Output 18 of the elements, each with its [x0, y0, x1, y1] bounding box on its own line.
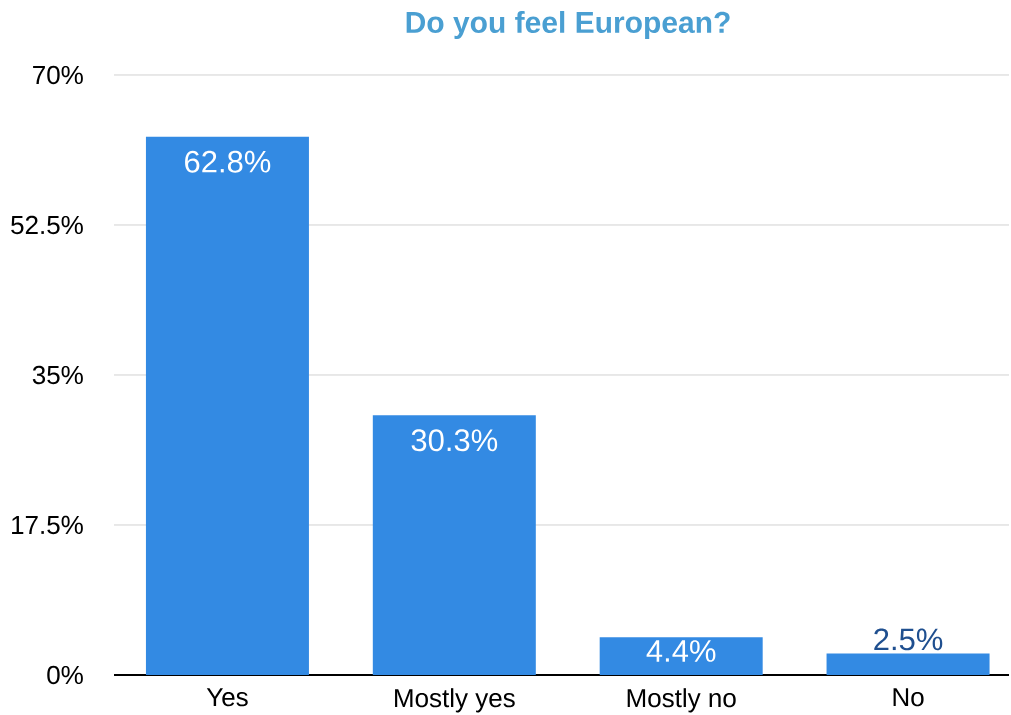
y-tick-label: 52.5%: [11, 215, 83, 235]
data-label: 30.3%: [411, 429, 498, 452]
data-label: 62.8%: [185, 150, 271, 173]
x-tick-label: Mostly no: [627, 688, 736, 713]
x-tick-label: No: [893, 688, 924, 707]
bar: [372, 415, 536, 675]
x-tick-label: Yes: [206, 688, 248, 707]
data-label: 4.4%: [646, 640, 716, 662]
x-tick-label: Mostly yes: [395, 688, 515, 713]
bar: [826, 653, 990, 675]
y-tick-label: 70%: [33, 65, 83, 85]
bar: [145, 136, 309, 675]
chart-title: Do you feel European?: [406, 11, 730, 39]
y-tick-label: 0%: [47, 665, 83, 685]
y-tick-label: 35%: [32, 365, 83, 385]
data-label: 2.5%: [874, 628, 943, 651]
y-tick-label: 17.5%: [12, 515, 83, 535]
bar: [599, 637, 763, 675]
